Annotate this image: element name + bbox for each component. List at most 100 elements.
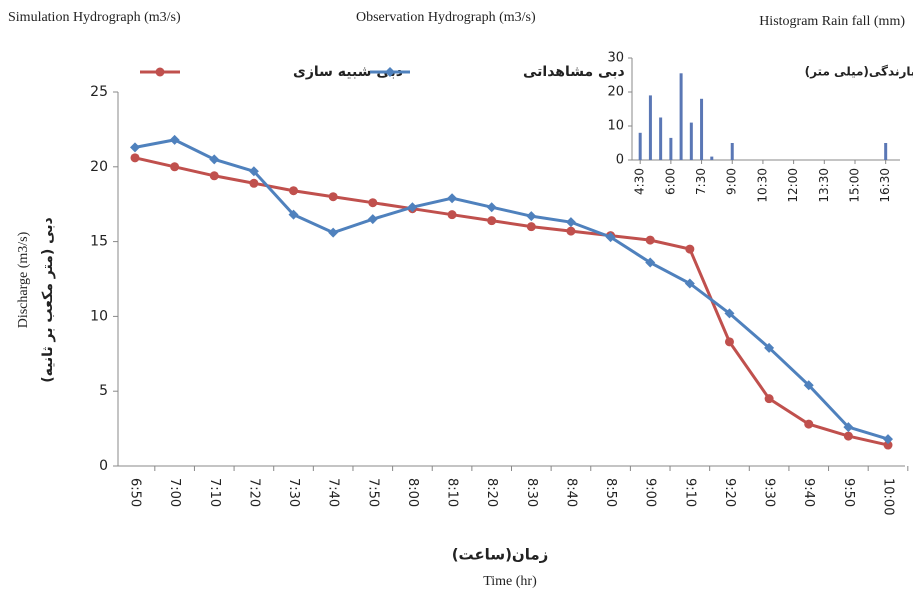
data-point [724, 337, 734, 347]
data-point [367, 214, 378, 225]
data-point [248, 166, 259, 177]
data-point [130, 153, 140, 163]
x-axis-label: Time (hr) [483, 574, 537, 589]
inset-y-tick-label: 20 [607, 85, 624, 100]
bar [689, 122, 693, 160]
data-point [566, 226, 576, 236]
x-tick-label: 8:00 [405, 478, 420, 507]
x-tick-label: 7:30 [286, 478, 301, 507]
x-tick-label: 10:00 [881, 478, 896, 515]
legend-label: دبی شبیه سازی [293, 64, 403, 80]
x-tick-label: 9:10 [682, 478, 697, 507]
y-tick-label: 10 [90, 308, 108, 324]
series-line [134, 138, 889, 441]
data-point [605, 232, 616, 243]
x-tick-label: 9:00 [643, 478, 658, 507]
bar [659, 117, 663, 160]
data-point [169, 134, 180, 145]
data-point [249, 178, 259, 188]
bar [700, 98, 704, 160]
x-tick-label: 7:10 [207, 478, 222, 507]
data-point [288, 209, 299, 220]
x-tick-label: 8:30 [524, 478, 539, 507]
inset-x-tick-label: 12:00 [786, 168, 800, 203]
inset-x-tick-label: 13:30 [817, 168, 831, 203]
data-point [685, 244, 695, 254]
x-tick-label: 8:20 [484, 478, 499, 507]
x-tick-label: 7:40 [326, 478, 341, 507]
data-point [447, 210, 457, 220]
x-tick-label: 9:30 [762, 478, 777, 507]
data-point [130, 142, 140, 153]
inset-x-tick-label: 6:00 [663, 168, 677, 195]
legend-label: دبی مشاهداتی [523, 64, 625, 80]
y-tick-label: 15 [90, 234, 108, 250]
data-point [645, 257, 656, 268]
data-point [368, 198, 378, 208]
bar [669, 137, 673, 160]
inset-x-tick-label: 7:30 [694, 168, 708, 195]
data-point [565, 217, 576, 228]
inset-y-tick-label: 30 [607, 51, 624, 66]
data-point [803, 380, 814, 391]
x-tick-label: 7:50 [365, 478, 380, 507]
annotation: Simulation Hydrograph (m3/s) [8, 10, 181, 25]
data-point [804, 419, 814, 429]
x-tick-label: 8:10 [445, 478, 460, 507]
data-point [645, 235, 655, 245]
data-point [289, 186, 299, 196]
data-point [328, 192, 338, 202]
data-point [526, 222, 536, 232]
x-axis-label: زمان(ساعت) [452, 546, 549, 564]
y-tick-label: 0 [99, 458, 108, 474]
inset-y-tick-label: 10 [607, 119, 624, 134]
data-point [209, 154, 220, 165]
data-point [684, 278, 695, 289]
legend-marker [385, 67, 395, 77]
inset-x-tick-label: 15:00 [847, 168, 861, 203]
series-line [134, 156, 889, 447]
y-tick-label: 25 [90, 84, 108, 100]
bar [679, 73, 683, 160]
data-point [724, 308, 735, 319]
y-axis-label: دبی (متر مکعب بر ثانیه) [40, 217, 56, 382]
inset-y-label: بارندگی(میلی متر) [805, 65, 913, 79]
y-axis-label: Discharge (m3/s) [16, 231, 31, 328]
y-tick-label: 20 [90, 159, 108, 175]
data-point [526, 211, 537, 222]
bar [710, 156, 714, 160]
data-point [407, 202, 418, 213]
inset-title: Histogram Rain fall (mm) [759, 14, 905, 29]
x-tick-label: 9:20 [722, 478, 737, 507]
data-point [883, 434, 893, 445]
data-point [328, 227, 339, 238]
inset-x-tick-label: 16:30 [878, 168, 892, 203]
legend-marker [155, 67, 165, 77]
inset-x-tick-label: 9:00 [725, 168, 739, 195]
inset-y-tick-label: 0 [616, 153, 624, 168]
x-tick-label: 8:40 [563, 478, 578, 507]
x-tick-label: 9:50 [841, 478, 856, 507]
x-tick-label: 7:20 [246, 478, 261, 507]
data-point [486, 202, 497, 213]
data-point [883, 440, 893, 450]
data-point [843, 431, 853, 441]
bar [648, 95, 652, 160]
x-tick-label: 9:40 [801, 478, 816, 507]
x-tick-label: 7:00 [167, 478, 182, 507]
data-point [170, 162, 180, 172]
x-tick-label: 6:50 [128, 478, 143, 507]
data-point [843, 422, 854, 433]
y-tick-label: 5 [99, 383, 108, 399]
data-point [209, 171, 219, 181]
inset-x-tick-label: 10:30 [755, 168, 769, 203]
annotation: Observation Hydrograph (m3/s) [356, 10, 536, 25]
data-point [447, 193, 458, 204]
x-tick-label: 8:50 [603, 478, 618, 507]
data-point [487, 216, 497, 226]
data-point [764, 394, 774, 404]
inset-x-tick-label: 4:30 [633, 168, 647, 195]
bar [730, 143, 734, 160]
bar [638, 132, 642, 160]
